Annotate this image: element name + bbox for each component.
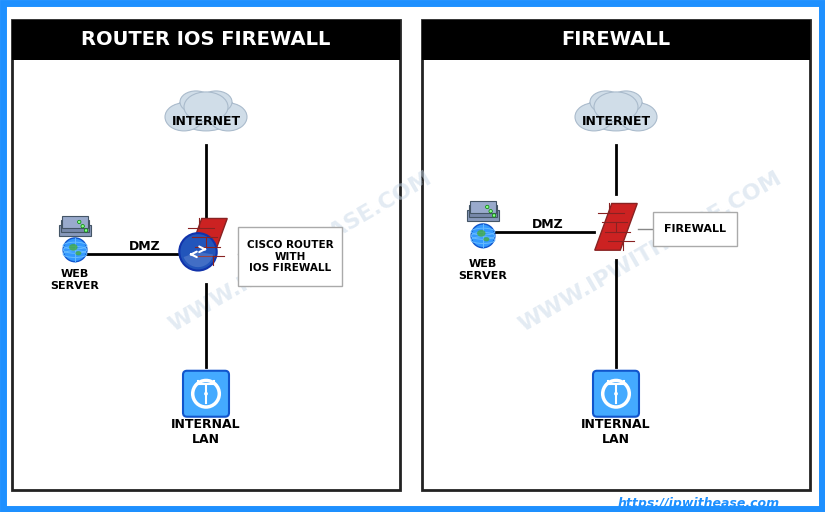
Text: WWW.IPWITHEASE.COM: WWW.IPWITHEASE.COM — [165, 168, 435, 335]
Polygon shape — [185, 219, 227, 265]
Text: DMZ: DMZ — [532, 218, 563, 231]
Ellipse shape — [200, 91, 232, 113]
Text: FIREWALL: FIREWALL — [562, 31, 671, 50]
FancyBboxPatch shape — [469, 205, 497, 217]
FancyBboxPatch shape — [183, 371, 229, 417]
FancyBboxPatch shape — [60, 220, 89, 232]
Ellipse shape — [483, 237, 489, 241]
Text: WEB
SERVER: WEB SERVER — [459, 259, 507, 281]
Text: INTERNAL
LAN: INTERNAL LAN — [581, 418, 651, 446]
Circle shape — [63, 238, 87, 262]
Ellipse shape — [610, 91, 642, 113]
FancyBboxPatch shape — [12, 20, 400, 60]
Ellipse shape — [477, 230, 486, 237]
Text: WWW.IPWITHEASE.COM: WWW.IPWITHEASE.COM — [515, 168, 785, 335]
Ellipse shape — [165, 103, 203, 131]
Ellipse shape — [575, 103, 613, 131]
FancyBboxPatch shape — [59, 224, 91, 237]
Ellipse shape — [209, 103, 247, 131]
Circle shape — [78, 220, 81, 224]
FancyBboxPatch shape — [12, 20, 400, 489]
Circle shape — [84, 229, 87, 232]
Ellipse shape — [594, 92, 638, 122]
Text: INTERNAL
LAN: INTERNAL LAN — [172, 418, 241, 446]
Circle shape — [493, 214, 496, 217]
Text: INTERNET: INTERNET — [172, 115, 241, 129]
Text: FIREWALL: FIREWALL — [664, 224, 726, 234]
Text: INTERNET: INTERNET — [582, 115, 651, 129]
Ellipse shape — [619, 103, 657, 131]
Ellipse shape — [184, 92, 228, 122]
Circle shape — [81, 224, 84, 228]
Text: ROUTER IOS FIREWALL: ROUTER IOS FIREWALL — [82, 31, 331, 50]
FancyBboxPatch shape — [593, 371, 639, 417]
FancyBboxPatch shape — [422, 20, 810, 489]
Circle shape — [471, 224, 495, 248]
FancyBboxPatch shape — [62, 216, 87, 228]
Circle shape — [486, 205, 489, 209]
Text: DMZ: DMZ — [130, 240, 161, 253]
Wedge shape — [184, 252, 213, 267]
Text: CISCO ROUTER
WITH
IOS FIREWALL: CISCO ROUTER WITH IOS FIREWALL — [247, 240, 333, 273]
Text: https://ipwithease.com: https://ipwithease.com — [618, 497, 780, 510]
Circle shape — [179, 233, 217, 270]
FancyBboxPatch shape — [467, 209, 499, 221]
FancyBboxPatch shape — [3, 3, 822, 508]
Circle shape — [489, 209, 493, 213]
Ellipse shape — [180, 91, 212, 113]
Circle shape — [614, 392, 618, 396]
Circle shape — [204, 392, 208, 396]
Ellipse shape — [586, 93, 646, 131]
FancyBboxPatch shape — [653, 212, 737, 246]
Ellipse shape — [75, 251, 82, 255]
FancyBboxPatch shape — [238, 227, 342, 286]
Text: WEB
SERVER: WEB SERVER — [50, 269, 100, 291]
Ellipse shape — [69, 244, 78, 251]
FancyBboxPatch shape — [470, 201, 496, 213]
Ellipse shape — [176, 93, 236, 131]
Ellipse shape — [590, 91, 622, 113]
FancyBboxPatch shape — [422, 20, 810, 60]
Polygon shape — [595, 203, 637, 250]
